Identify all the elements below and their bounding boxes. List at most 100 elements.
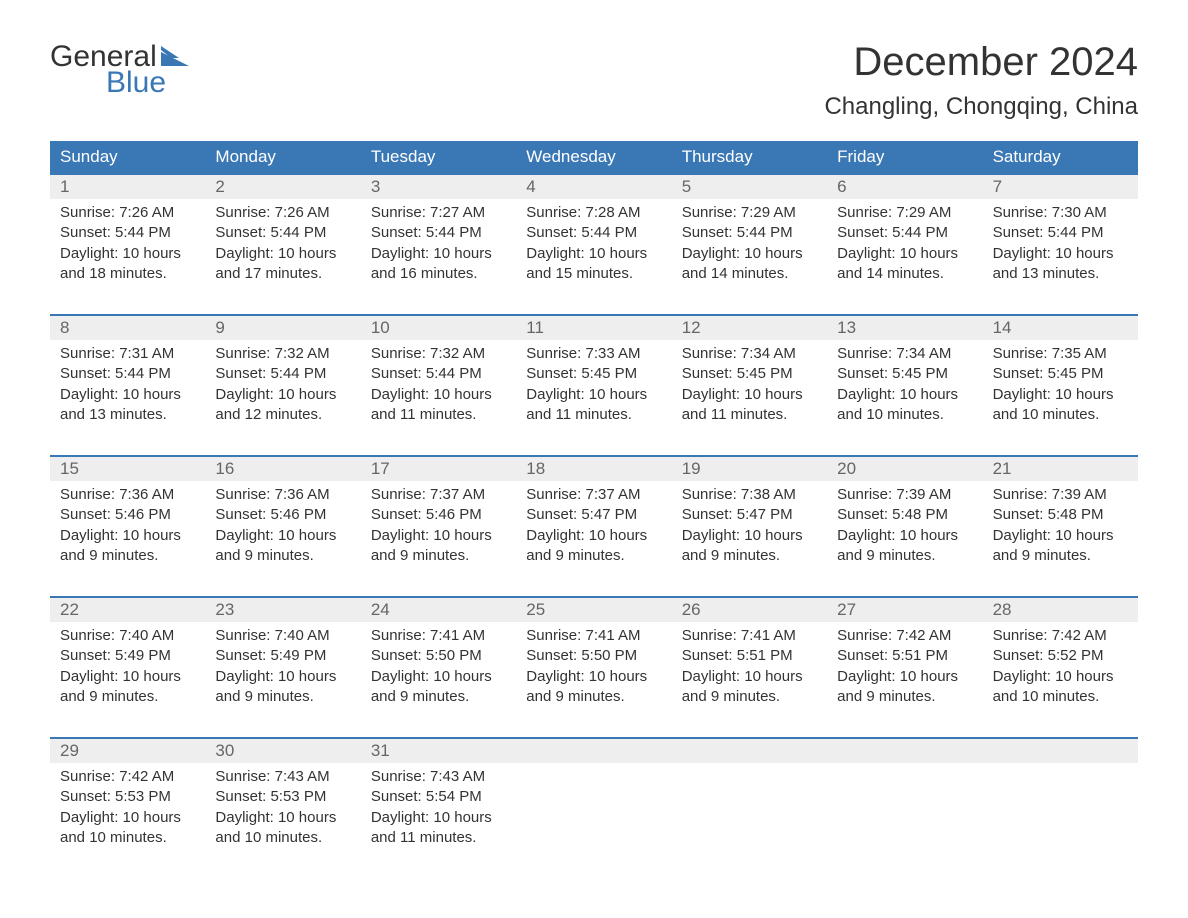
sunset-line: Sunset: 5:45 PM bbox=[837, 364, 972, 384]
sunrise-line: Sunrise: 7:28 AM bbox=[526, 203, 661, 223]
day-number-row: 8 bbox=[50, 316, 205, 340]
sunset-line: Sunset: 5:49 PM bbox=[60, 646, 195, 666]
daylight-line: Daylight: 10 hours and 13 minutes. bbox=[60, 385, 195, 426]
calendar-day-cell: 5Sunrise: 7:29 AMSunset: 5:44 PMDaylight… bbox=[672, 175, 827, 304]
calendar-day-cell: 28Sunrise: 7:42 AMSunset: 5:52 PMDayligh… bbox=[983, 598, 1138, 727]
calendar-day-cell: 17Sunrise: 7:37 AMSunset: 5:46 PMDayligh… bbox=[361, 457, 516, 586]
day-number: 5 bbox=[682, 177, 691, 196]
daylight-line: Daylight: 10 hours and 10 minutes. bbox=[60, 808, 195, 849]
day-number-row: 17 bbox=[361, 457, 516, 481]
daylight-line: Daylight: 10 hours and 9 minutes. bbox=[60, 526, 195, 567]
day-number: 14 bbox=[993, 318, 1012, 337]
sunrise-line: Sunrise: 7:36 AM bbox=[60, 485, 195, 505]
day-number-row: 22 bbox=[50, 598, 205, 622]
calendar-day-cell: 20Sunrise: 7:39 AMSunset: 5:48 PMDayligh… bbox=[827, 457, 982, 586]
calendar-empty-cell bbox=[516, 739, 671, 868]
calendar-day-cell: 13Sunrise: 7:34 AMSunset: 5:45 PMDayligh… bbox=[827, 316, 982, 445]
sunrise-line: Sunrise: 7:35 AM bbox=[993, 344, 1128, 364]
sunset-line: Sunset: 5:46 PM bbox=[60, 505, 195, 525]
calendar-day-cell: 30Sunrise: 7:43 AMSunset: 5:53 PMDayligh… bbox=[205, 739, 360, 868]
day-number: 13 bbox=[837, 318, 856, 337]
calendar-day-cell: 7 Sunrise: 7:30 AMSunset: 5:44 PMDaylight… bbox=[983, 175, 1138, 304]
weekday-header-cell: Tuesday bbox=[361, 141, 516, 173]
calendar-day-cell: 16Sunrise: 7:36 AMSunset: 5:46 PMDayligh… bbox=[205, 457, 360, 586]
sunset-line: Sunset: 5:51 PM bbox=[837, 646, 972, 666]
sunrise-line: Sunrise: 7:41 AM bbox=[526, 626, 661, 646]
sunset-line: Sunset: 5:50 PM bbox=[526, 646, 661, 666]
sunset-line: Sunset: 5:45 PM bbox=[526, 364, 661, 384]
weekday-header-cell: Sunday bbox=[50, 141, 205, 173]
day-number: 16 bbox=[215, 459, 234, 478]
daylight-line: Daylight: 10 hours and 9 minutes. bbox=[526, 667, 661, 708]
sunset-line: Sunset: 5:44 PM bbox=[215, 223, 350, 243]
calendar-week: 8Sunrise: 7:31 AMSunset: 5:44 PMDaylight… bbox=[50, 314, 1138, 445]
day-number: 10 bbox=[371, 318, 390, 337]
day-number: 25 bbox=[526, 600, 545, 619]
calendar-day-cell: 2Sunrise: 7:26 AMSunset: 5:44 PMDaylight… bbox=[205, 175, 360, 304]
sunset-line: Sunset: 5:44 PM bbox=[993, 223, 1128, 243]
daylight-line: Daylight: 10 hours and 9 minutes. bbox=[215, 526, 350, 567]
day-number: 30 bbox=[215, 741, 234, 760]
day-number-row: 11 bbox=[516, 316, 671, 340]
sunrise-line: Sunrise: 7:30 AM bbox=[993, 203, 1128, 223]
day-number: 24 bbox=[371, 600, 390, 619]
sunrise-line: Sunrise: 7:43 AM bbox=[215, 767, 350, 787]
calendar: SundayMondayTuesdayWednesdayThursdayFrid… bbox=[50, 141, 1138, 868]
sunset-line: Sunset: 5:51 PM bbox=[682, 646, 817, 666]
daylight-line: Daylight: 10 hours and 11 minutes. bbox=[682, 385, 817, 426]
sunset-line: Sunset: 5:44 PM bbox=[371, 364, 506, 384]
sunrise-line: Sunrise: 7:39 AM bbox=[837, 485, 972, 505]
sunset-line: Sunset: 5:44 PM bbox=[371, 223, 506, 243]
day-number: 3 bbox=[371, 177, 380, 196]
day-number: 18 bbox=[526, 459, 545, 478]
sunrise-line: Sunrise: 7:40 AM bbox=[215, 626, 350, 646]
weeks-container: 1Sunrise: 7:26 AMSunset: 5:44 PMDaylight… bbox=[50, 173, 1138, 868]
location-subtitle: Changling, Chongqing, China bbox=[824, 93, 1138, 121]
sunset-line: Sunset: 5:45 PM bbox=[993, 364, 1128, 384]
day-number-row: 3 bbox=[361, 175, 516, 199]
daylight-line: Daylight: 10 hours and 9 minutes. bbox=[837, 526, 972, 567]
sunrise-line: Sunrise: 7:41 AM bbox=[682, 626, 817, 646]
daylight-line: Daylight: 10 hours and 9 minutes. bbox=[682, 667, 817, 708]
daylight-line: Daylight: 10 hours and 9 minutes. bbox=[60, 667, 195, 708]
calendar-day-cell: 3Sunrise: 7:27 AMSunset: 5:44 PMDaylight… bbox=[361, 175, 516, 304]
calendar-day-cell: 18Sunrise: 7:37 AMSunset: 5:47 PMDayligh… bbox=[516, 457, 671, 586]
daylight-line: Daylight: 10 hours and 12 minutes. bbox=[215, 385, 350, 426]
sunrise-line: Sunrise: 7:42 AM bbox=[837, 626, 972, 646]
sunrise-line: Sunrise: 7:41 AM bbox=[371, 626, 506, 646]
day-number: 21 bbox=[993, 459, 1012, 478]
sunset-line: Sunset: 5:54 PM bbox=[371, 787, 506, 807]
empty-day-number-row bbox=[827, 739, 982, 763]
day-number: 28 bbox=[993, 600, 1012, 619]
day-number-row: 27 bbox=[827, 598, 982, 622]
calendar-day-cell: 27Sunrise: 7:42 AMSunset: 5:51 PMDayligh… bbox=[827, 598, 982, 727]
calendar-day-cell: 10Sunrise: 7:32 AMSunset: 5:44 PMDayligh… bbox=[361, 316, 516, 445]
calendar-day-cell: 14Sunrise: 7:35 AMSunset: 5:45 PMDayligh… bbox=[983, 316, 1138, 445]
calendar-day-cell: 26 Sunrise: 7:41 AMSunset: 5:51 PMDayligh… bbox=[672, 598, 827, 727]
daylight-line: Daylight: 10 hours and 17 minutes. bbox=[215, 244, 350, 285]
daylight-line: Daylight: 10 hours and 13 minutes. bbox=[993, 244, 1128, 285]
day-number-row: 26 bbox=[672, 598, 827, 622]
daylight-line: Daylight: 10 hours and 11 minutes. bbox=[371, 385, 506, 426]
sunset-line: Sunset: 5:49 PM bbox=[215, 646, 350, 666]
calendar-day-cell: 15Sunrise: 7:36 AMSunset: 5:46 PMDayligh… bbox=[50, 457, 205, 586]
calendar-empty-cell bbox=[672, 739, 827, 868]
weekday-header-row: SundayMondayTuesdayWednesdayThursdayFrid… bbox=[50, 141, 1138, 173]
daylight-line: Daylight: 10 hours and 9 minutes. bbox=[682, 526, 817, 567]
day-number-row: 1 bbox=[50, 175, 205, 199]
calendar-empty-cell bbox=[827, 739, 982, 868]
day-number: 4 bbox=[526, 177, 535, 196]
sunrise-line: Sunrise: 7:39 AM bbox=[993, 485, 1128, 505]
calendar-week: 1Sunrise: 7:26 AMSunset: 5:44 PMDaylight… bbox=[50, 173, 1138, 304]
sunset-line: Sunset: 5:44 PM bbox=[215, 364, 350, 384]
daylight-line: Daylight: 10 hours and 10 minutes. bbox=[837, 385, 972, 426]
sunset-line: Sunset: 5:46 PM bbox=[215, 505, 350, 525]
sunset-line: Sunset: 5:44 PM bbox=[60, 364, 195, 384]
sunrise-line: Sunrise: 7:42 AM bbox=[993, 626, 1128, 646]
daylight-line: Daylight: 10 hours and 11 minutes. bbox=[371, 808, 506, 849]
sunset-line: Sunset: 5:50 PM bbox=[371, 646, 506, 666]
day-number-row: 2 bbox=[205, 175, 360, 199]
calendar-day-cell: 6Sunrise: 7:29 AMSunset: 5:44 PMDaylight… bbox=[827, 175, 982, 304]
day-number: 31 bbox=[371, 741, 390, 760]
day-number-row: 7 bbox=[983, 175, 1138, 199]
